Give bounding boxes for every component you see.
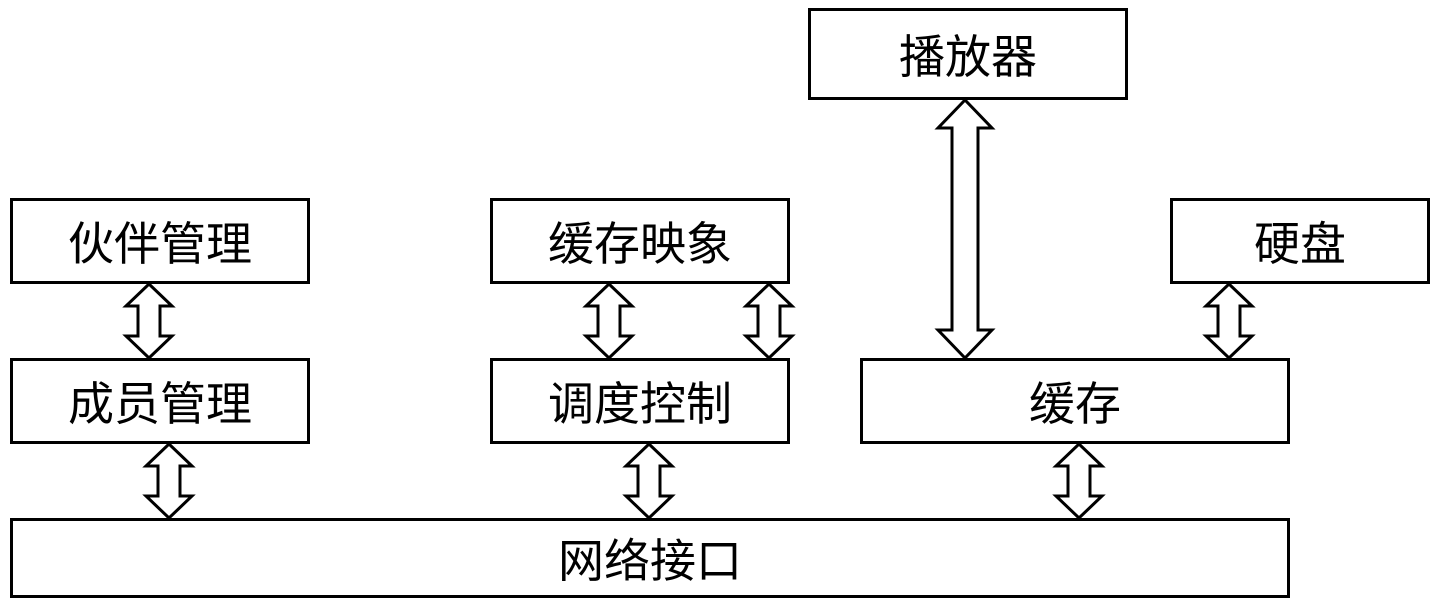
- node-label: 硬盘: [1254, 208, 1346, 274]
- node-label: 网络接口: [558, 525, 742, 591]
- arrow-partner-member: [120, 284, 178, 358]
- diagram-canvas: 播放器 伙伴管理 缓存映象 硬盘 成员管理 调度控制 缓存 网络接口: [0, 0, 1441, 600]
- arrow-cacheimage-sched: [580, 284, 638, 358]
- node-member-mgmt: 成员管理: [10, 358, 310, 444]
- node-label: 缓存映象: [548, 208, 732, 274]
- node-label: 伙伴管理: [68, 208, 252, 274]
- node-sched-ctrl: 调度控制: [490, 358, 790, 444]
- arrow-disk-cache: [1200, 284, 1258, 358]
- node-player: 播放器: [808, 8, 1128, 100]
- node-net-if: 网络接口: [10, 518, 1290, 598]
- node-label: 调度控制: [548, 368, 732, 434]
- node-label: 成员管理: [68, 368, 252, 434]
- node-partner-mgmt: 伙伴管理: [10, 198, 310, 284]
- arrow-member-net: [140, 444, 198, 518]
- node-label: 播放器: [899, 21, 1037, 87]
- node-cache: 缓存: [860, 358, 1290, 444]
- arrow-player-cache: [930, 100, 1000, 358]
- arrow-sched-net: [620, 444, 678, 518]
- arrow-cacheimage-cache: [740, 284, 798, 358]
- arrow-cache-net: [1050, 444, 1108, 518]
- node-label: 缓存: [1029, 368, 1121, 434]
- node-disk: 硬盘: [1170, 198, 1430, 284]
- node-cache-image: 缓存映象: [490, 198, 790, 284]
